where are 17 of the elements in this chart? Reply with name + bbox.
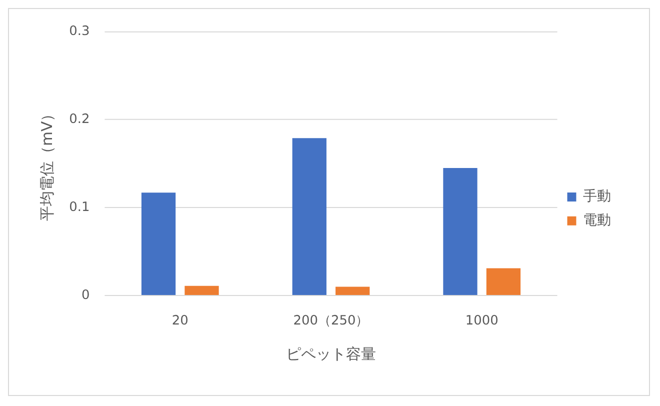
y-tick-label: 0: [82, 288, 90, 303]
bar: [184, 286, 219, 296]
bar: [443, 168, 478, 296]
bar: [336, 286, 370, 296]
legend-label: 電動: [583, 212, 612, 229]
y-axis-title: 平均電位（mV）: [38, 106, 56, 221]
x-tick-label: 1000: [465, 314, 498, 329]
bar: [292, 138, 326, 296]
y-tick-label: 0.2: [69, 112, 90, 127]
y-tick-label: 0.3: [69, 24, 90, 40]
x-tick-label: 20: [172, 314, 188, 329]
x-axis-title: ピペット容量: [286, 345, 376, 364]
x-tick-label: 200（250）: [293, 314, 369, 329]
legend-label: 手動: [583, 188, 612, 205]
y-tick-label: 0.1: [69, 200, 90, 215]
bar: [486, 268, 521, 296]
bar: [141, 192, 176, 296]
